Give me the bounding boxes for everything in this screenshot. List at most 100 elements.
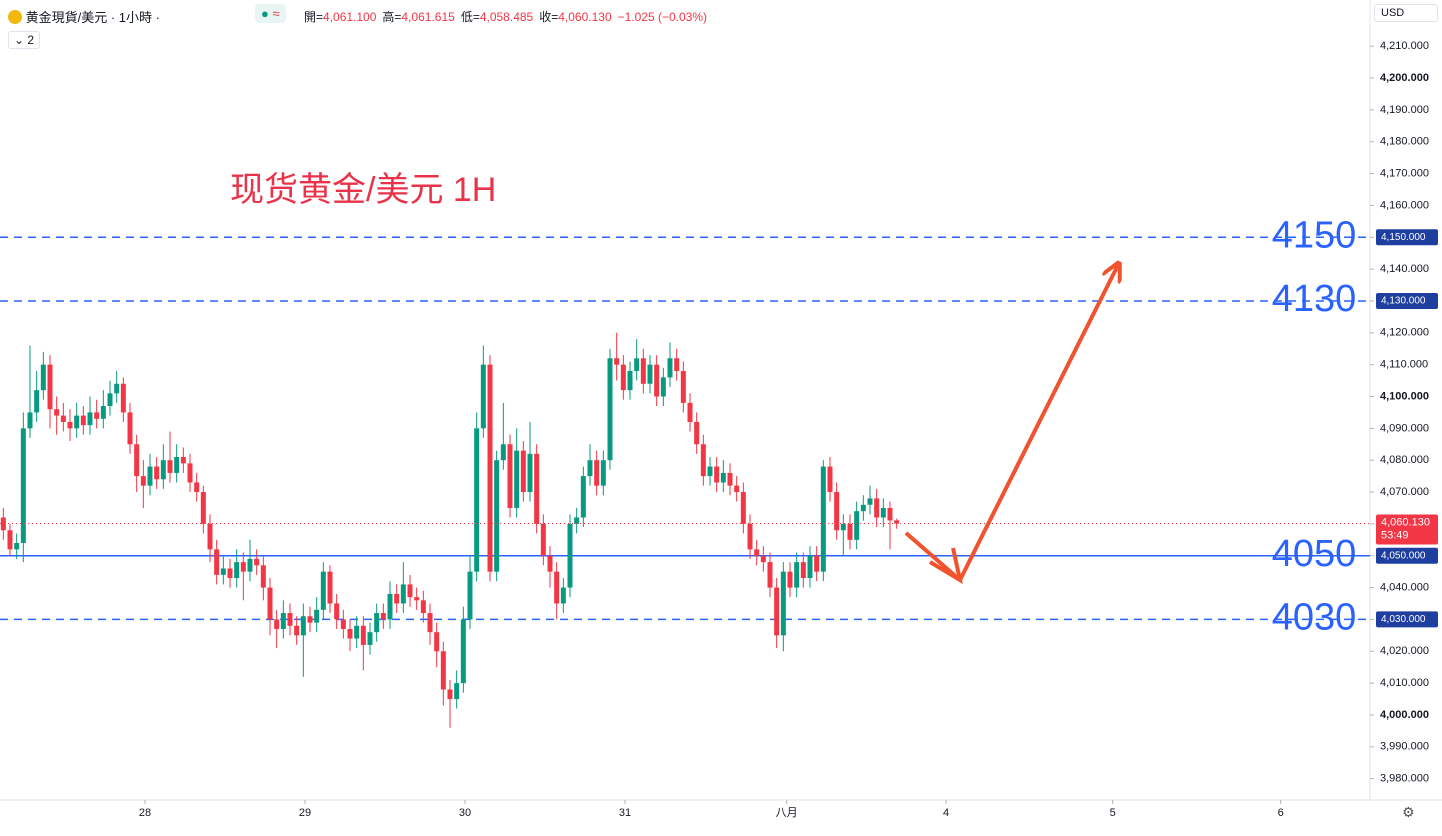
candle-body bbox=[607, 358, 613, 461]
candle-body bbox=[340, 619, 346, 629]
candle-body bbox=[407, 584, 413, 598]
candle-body bbox=[154, 466, 160, 480]
y-tick-label: 4,190.000 bbox=[1380, 104, 1429, 116]
level-label: 4050 bbox=[1272, 533, 1357, 575]
candle-body bbox=[494, 460, 500, 572]
candle-body bbox=[820, 466, 826, 572]
candle-body bbox=[647, 364, 653, 384]
level-label: 4150 bbox=[1272, 214, 1357, 256]
candle-body bbox=[374, 613, 380, 633]
candle-body bbox=[7, 530, 13, 550]
ohlc-header: 開=4,061.100 高=4,061.615 低=4,058.485 收=4,060… bbox=[304, 8, 713, 25]
candle-body bbox=[860, 504, 866, 512]
y-tick-label: 4,210.000 bbox=[1380, 40, 1429, 52]
candle-body bbox=[327, 571, 333, 604]
indicator-toggle[interactable]: ⌄ 2 bbox=[8, 31, 41, 49]
candle-body bbox=[254, 558, 260, 566]
candle-body bbox=[854, 511, 860, 540]
candle-body bbox=[520, 450, 526, 493]
ohlc-label: 低= bbox=[460, 10, 480, 24]
settings-icon[interactable]: ⚙ bbox=[1402, 804, 1415, 820]
candle-body bbox=[794, 562, 800, 588]
candle-body bbox=[127, 412, 133, 445]
candle-body bbox=[674, 358, 680, 372]
candle-body bbox=[554, 571, 560, 604]
y-tick-label: 4,080.000 bbox=[1380, 454, 1429, 466]
candle-body bbox=[354, 625, 360, 639]
ohlc-value: 4,058.485 bbox=[479, 10, 534, 24]
candle-body bbox=[487, 364, 493, 572]
candle-body bbox=[240, 562, 246, 572]
candle-body bbox=[414, 597, 420, 601]
candle-body bbox=[847, 523, 853, 540]
candle-body bbox=[780, 571, 786, 636]
candle-body bbox=[620, 364, 626, 391]
level-axis-box bbox=[1376, 611, 1438, 628]
candle-body bbox=[14, 542, 20, 550]
candle-body bbox=[714, 466, 720, 483]
candle-body bbox=[214, 549, 220, 575]
countdown: 53:49 bbox=[1381, 529, 1409, 541]
candle-body bbox=[247, 558, 253, 572]
x-tick-label: 4 bbox=[943, 807, 949, 819]
level-label: 4030 bbox=[1272, 596, 1357, 638]
candle-body bbox=[667, 358, 673, 378]
candle-body bbox=[574, 517, 580, 524]
y-tick-label: 4,000.000 bbox=[1380, 709, 1429, 721]
candle-body bbox=[447, 689, 453, 700]
x-tick-label: 八月 bbox=[776, 807, 798, 819]
symbol-row: 黄金現貨/美元 · 1小時 · bbox=[8, 7, 160, 26]
candle-body bbox=[67, 421, 73, 429]
candle-body bbox=[394, 593, 400, 604]
ohlc-value: 4,061.100 bbox=[323, 10, 377, 24]
ohlc-value: 4,061.615 bbox=[401, 10, 455, 24]
candle-body bbox=[540, 523, 546, 556]
annotation: 现货黄金/美元 1H bbox=[230, 171, 496, 209]
candle-body bbox=[834, 492, 840, 531]
level-axis-box bbox=[1376, 547, 1438, 564]
candle-body bbox=[0, 517, 6, 531]
candle-body bbox=[467, 571, 473, 620]
candle-body bbox=[514, 450, 520, 508]
candle-body bbox=[280, 613, 286, 629]
candle-body bbox=[367, 632, 373, 645]
y-tick-label: 4,070.000 bbox=[1380, 486, 1429, 498]
level-label: 4130 bbox=[1272, 278, 1357, 320]
candle-body bbox=[660, 377, 666, 397]
candle-body bbox=[887, 507, 893, 521]
x-tick-label: 29 bbox=[299, 807, 311, 819]
candle-body bbox=[80, 415, 86, 426]
candle-body bbox=[260, 565, 266, 588]
ohlc-label: 高= bbox=[382, 10, 402, 24]
y-tick-label: 4,020.000 bbox=[1380, 645, 1429, 657]
candle-body bbox=[474, 428, 480, 572]
candle-body bbox=[387, 593, 393, 620]
status-badge[interactable]: ● ≈ bbox=[255, 4, 286, 23]
x-tick-label: 6 bbox=[1278, 807, 1284, 819]
candle-body bbox=[180, 457, 186, 464]
ohlc-label: 收= bbox=[539, 10, 559, 24]
candle-body bbox=[400, 584, 406, 604]
ohlc-label: 開= bbox=[304, 10, 324, 24]
candle-body bbox=[880, 507, 886, 518]
candle-body bbox=[100, 406, 106, 419]
candle-body bbox=[567, 523, 573, 588]
indicator-count: 2 bbox=[27, 33, 35, 47]
candle-body bbox=[47, 364, 53, 410]
candle-body bbox=[94, 412, 100, 419]
candle-body bbox=[320, 571, 326, 610]
y-tick-label: 3,990.000 bbox=[1380, 741, 1429, 753]
symbol: 黄金現貨/美元 · 1小時 · bbox=[25, 10, 160, 25]
candle-body bbox=[700, 444, 706, 477]
candle-body bbox=[267, 587, 273, 620]
y-tick-label: 4,110.000 bbox=[1380, 359, 1428, 371]
currency[interactable]: USD bbox=[1374, 4, 1438, 22]
y-tick-label: 4,180.000 bbox=[1380, 136, 1429, 148]
y-tick-label: 4,040.000 bbox=[1380, 581, 1429, 593]
candle-body bbox=[614, 358, 620, 365]
candle-body bbox=[200, 492, 206, 524]
candle-body bbox=[380, 613, 386, 620]
y-tick-label: 3,980.000 bbox=[1380, 773, 1429, 785]
